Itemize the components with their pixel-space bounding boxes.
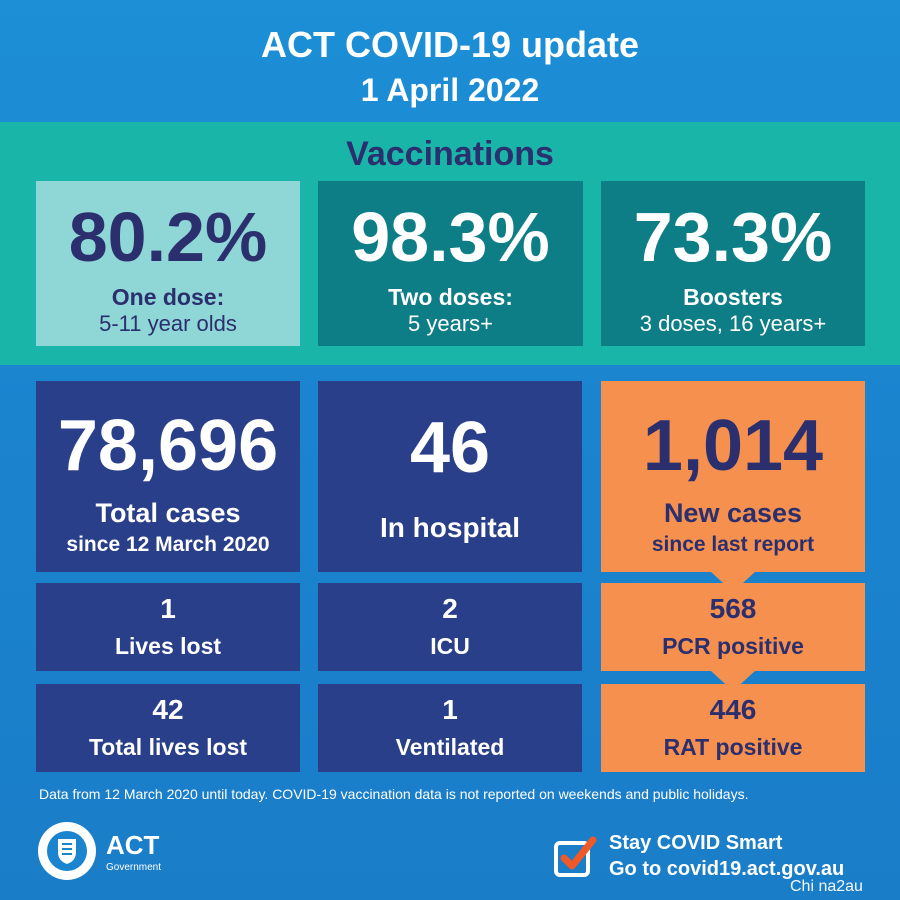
pcr-positive-card: 568 PCR positive bbox=[601, 583, 865, 671]
total-lives-lost-label: Total lives lost bbox=[88, 734, 248, 760]
vax-sublabel: 3 doses, 16 years+ bbox=[639, 311, 827, 336]
act-coat-of-arms-icon bbox=[38, 822, 96, 880]
act-logo-subtext: Government bbox=[106, 862, 162, 873]
vax-label: One dose: bbox=[111, 284, 225, 310]
total-lives-lost-card: 42 Total lives lost bbox=[36, 684, 300, 772]
new-cases-value: 1,014 bbox=[642, 406, 824, 486]
rat-positive-value: 446 bbox=[709, 694, 757, 725]
watermark: Chi na2au bbox=[790, 878, 863, 895]
icu-value: 2 bbox=[442, 593, 458, 624]
in-hospital-label: In hospital bbox=[380, 512, 520, 543]
vax-card-two-doses: 98.3% Two doses: 5 years+ bbox=[318, 181, 583, 346]
checkmark-icon bbox=[554, 836, 597, 877]
new-cases-card: 1,014 New cases since last report bbox=[601, 381, 865, 572]
pcr-positive-label: PCR positive bbox=[662, 633, 804, 659]
vaccinations-heading: Vaccinations bbox=[346, 135, 554, 173]
vax-value: 98.3% bbox=[351, 198, 550, 276]
lives-lost-card: 1 Lives lost bbox=[36, 583, 300, 671]
covid-website-link[interactable]: Go to covid19.act.gov.au bbox=[609, 858, 845, 880]
lives-lost-value: 1 bbox=[160, 593, 176, 624]
down-arrow-icon bbox=[711, 671, 755, 691]
page-title: ACT COVID-19 update bbox=[260, 24, 640, 65]
total-cases-label: Total cases bbox=[95, 498, 241, 528]
new-cases-label: New cases bbox=[663, 498, 803, 528]
vax-card-boosters: 73.3% Boosters 3 doses, 16 years+ bbox=[601, 181, 865, 346]
icu-card: 2 ICU bbox=[318, 583, 582, 671]
vax-card-one-dose: 80.2% One dose: 5-11 year olds bbox=[36, 181, 300, 346]
rat-positive-label: RAT positive bbox=[663, 734, 803, 760]
ventilated-label: Ventilated bbox=[395, 734, 505, 760]
act-government-logo: ACT Government bbox=[38, 822, 208, 886]
vax-value: 80.2% bbox=[68, 198, 268, 276]
vax-sublabel: 5-11 year olds bbox=[99, 311, 237, 336]
ventilated-card: 1 Ventilated bbox=[318, 684, 582, 772]
down-arrow-icon bbox=[711, 572, 755, 592]
icu-label: ICU bbox=[430, 633, 470, 659]
vax-value: 73.3% bbox=[633, 198, 833, 276]
header: ACT COVID-19 update 1 April 2022 bbox=[0, 0, 900, 122]
pcr-positive-value: 568 bbox=[709, 593, 757, 624]
in-hospital-value: 46 bbox=[409, 408, 491, 488]
vax-label: Two doses: bbox=[388, 284, 513, 310]
vax-label: Boosters bbox=[683, 284, 783, 310]
in-hospital-card: 46 In hospital bbox=[318, 381, 582, 572]
vax-sublabel: 5 years+ bbox=[408, 311, 493, 336]
total-cases-sublabel: since 12 March 2020 bbox=[66, 533, 270, 556]
total-cases-value: 78,696 bbox=[57, 406, 279, 486]
stay-covid-smart: Stay COVID Smart Go to covid19.act.gov.a… bbox=[553, 832, 893, 892]
ventilated-value: 1 bbox=[442, 694, 458, 725]
new-cases-sublabel: since last report bbox=[651, 533, 815, 556]
rat-positive-card: 446 RAT positive bbox=[601, 684, 865, 772]
act-logo-text: ACT bbox=[106, 830, 160, 860]
total-cases-card: 78,696 Total cases since 12 March 2020 bbox=[36, 381, 300, 572]
data-footnote: Data from 12 March 2020 until today. COV… bbox=[39, 786, 749, 802]
total-lives-lost-value: 42 bbox=[152, 694, 184, 725]
update-date: 1 April 2022 bbox=[360, 72, 540, 108]
lives-lost-label: Lives lost bbox=[114, 633, 222, 659]
stay-covid-smart-title: Stay COVID Smart bbox=[609, 832, 783, 854]
